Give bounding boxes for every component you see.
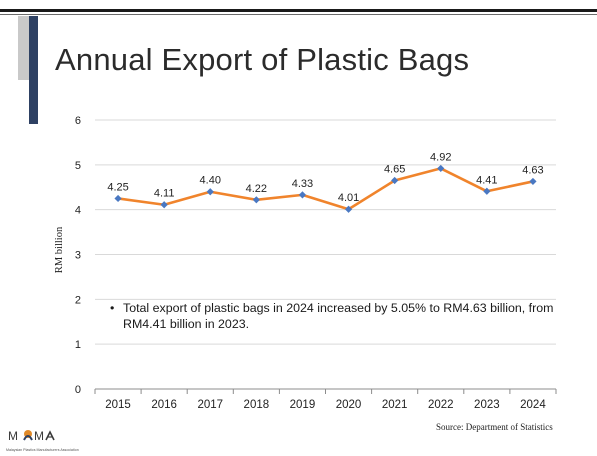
y-tick-label: 2 [75,294,81,306]
x-tick-label: 2018 [244,399,270,411]
accent-bar-gray [18,16,29,80]
y-tick-label: 0 [75,384,81,396]
data-label: 4.25 [107,181,128,193]
svg-text:Malaysian Plastics Manufacture: Malaysian Plastics Manufacturers Associa… [6,448,79,452]
data-point [483,187,491,195]
svg-text:M: M [34,429,44,443]
top-rule [0,9,597,12]
data-point [529,177,537,186]
y-axis-label: RM billion [54,226,65,273]
y-tick-label: 5 [75,160,81,172]
data-label: 4.65 [384,164,405,176]
data-label: 4.40 [200,175,221,187]
x-tick-labels: 2015 2016 2017 2018 2019 2020 2021 2022 2023 2024 [105,399,546,411]
y-tick-label: 3 [75,250,81,262]
mpma-logo: M M Malaysian Plastics Manufacturers Ass… [6,429,79,452]
x-tick-label: 2021 [382,399,408,411]
annotation-text: Total export of plastic bags in 2024 inc… [123,301,554,331]
y-tick-label: 6 [75,115,81,127]
series-line [116,167,535,211]
svg-text:M: M [8,429,18,443]
data-label: 4.22 [246,183,267,195]
y-tick-label: 4 [75,205,81,217]
data-point [391,176,399,185]
annotation-bullet: • Total export of plastic bags in 2024 i… [103,300,573,332]
data-point [437,164,445,173]
data-point [252,196,260,204]
x-tick-label: 2019 [290,399,316,411]
x-tick-label: 2022 [428,399,454,411]
data-point [298,191,307,199]
x-tick-label: 2015 [105,399,131,411]
x-tick-label: 2023 [474,399,500,411]
data-label: 4.63 [522,164,543,176]
data-label: 4.01 [338,192,359,204]
data-point [206,188,214,196]
data-label: 4.41 [476,174,497,186]
accent-bar-navy [29,16,38,124]
data-labels: 4.25 4.11 4.40 4.22 4.33 4.01 4.65 4.92 4.41 4.63 [107,151,543,204]
gridlines [94,119,557,394]
y-tick-labels: 0 1 2 3 4 5 6 [75,115,81,396]
top-rule-thin [0,14,597,15]
data-point [344,205,353,213]
x-tick-label: 2020 [336,399,362,411]
source-note: Source: Department of Statistics [436,422,553,432]
data-label: 4.92 [430,151,451,163]
series-group [114,164,537,213]
bullet-icon: • [110,301,115,315]
data-label: 4.33 [292,178,313,190]
x-tick-label: 2024 [520,399,546,411]
y-tick-label: 1 [75,339,81,351]
data-label: 4.11 [154,188,175,200]
data-point [114,194,122,203]
data-point [160,201,168,209]
x-tick-label: 2017 [197,399,223,411]
x-tick-label: 2016 [151,399,177,411]
slide-title: Annual Export of Plastic Bags [55,42,470,77]
